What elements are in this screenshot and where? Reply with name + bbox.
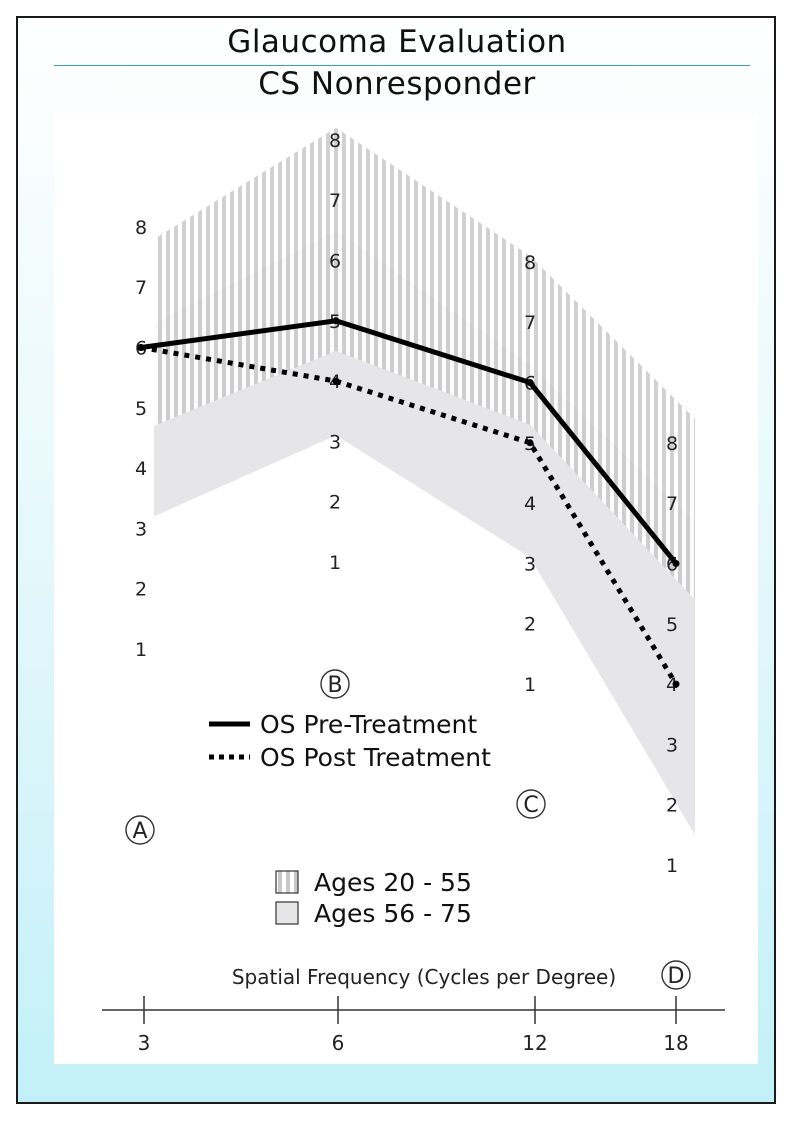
- legend-label-post-treatment: OS Post Treatment: [260, 743, 491, 772]
- badge-letter-d: D: [668, 964, 685, 989]
- legend-label-ages-20-55: Ages 20 - 55: [314, 868, 472, 897]
- y-tick-label: 5: [666, 614, 678, 636]
- y-tick-label: 3: [329, 431, 341, 453]
- y-tick-label: 3: [524, 553, 536, 575]
- data-point: [137, 344, 145, 351]
- data-point: [672, 560, 680, 567]
- y-tick-label: 5: [135, 398, 147, 420]
- chart-panel: 12345678123456781234567812345678 OS Pre-…: [54, 114, 758, 1064]
- title-divider: [54, 65, 750, 66]
- band-ages-20-55: [154, 127, 695, 600]
- x-tick-label: 18: [663, 1031, 688, 1055]
- badge-circle-a: [125, 815, 155, 845]
- data-point: [332, 377, 340, 385]
- y-tick-label: 3: [666, 734, 678, 756]
- x-tick-label: 12: [522, 1031, 547, 1055]
- y-tick-label: 8: [524, 252, 536, 274]
- y-tick-label: 7: [135, 277, 147, 299]
- y-tick-label: 7: [524, 312, 536, 334]
- x-axis-title: Spatial Frequency (Cycles per Degree): [232, 965, 616, 989]
- badge-circle-d: [661, 960, 691, 990]
- chart-subtitle: CS Nonresponder: [258, 66, 536, 102]
- badge-letter-a: A: [132, 819, 147, 844]
- y-tick-label: 2: [666, 795, 678, 817]
- y-tick-label: 7: [666, 493, 678, 515]
- band-ages-56-75: [154, 230, 695, 835]
- y-tick-label: 1: [524, 674, 536, 696]
- y-tick-label: 2: [524, 614, 536, 636]
- y-tick-label: 1: [666, 855, 678, 877]
- data-point: [332, 317, 340, 325]
- y-tick-label: 4: [135, 458, 147, 480]
- data-point: [526, 439, 534, 447]
- legend-swatch-ages-56-75: [275, 901, 299, 925]
- y-tick-label: 4: [524, 493, 536, 515]
- badge-letter-b: B: [327, 673, 342, 698]
- legend-label-pre-treatment: OS Pre-Treatment: [260, 710, 477, 739]
- badge-circle-c: [516, 789, 546, 819]
- legend-swatch-ages-20-55: [275, 870, 299, 894]
- y-tick-label: 3: [135, 518, 147, 540]
- y-tick-label: 4: [666, 674, 678, 696]
- data-point: [526, 379, 534, 386]
- data-point: [672, 680, 680, 688]
- y-tick-label: 8: [135, 217, 147, 239]
- y-tick-label: 7: [329, 190, 341, 212]
- badge-circle-b: [320, 669, 350, 699]
- y-tick-label: 2: [329, 492, 341, 514]
- series-line-post-treatment: [140, 345, 679, 686]
- y-tick-label: 6: [329, 251, 341, 273]
- y-tick-label: 2: [135, 579, 147, 601]
- badge-letter-c: C: [523, 793, 538, 818]
- y-tick-label: 8: [329, 130, 341, 152]
- chart-svg: 12345678123456781234567812345678 OS Pre-…: [102, 127, 725, 1055]
- chart-title: Glaucoma Evaluation: [227, 24, 567, 60]
- legend-label-ages-56-75: Ages 56 - 75: [314, 899, 472, 928]
- series-line-pre-treatment: [140, 318, 678, 566]
- x-tick-label: 6: [332, 1031, 345, 1055]
- y-tick-label: 1: [329, 552, 341, 574]
- y-tick-label: 8: [666, 433, 678, 455]
- x-tick-label: 3: [138, 1031, 151, 1055]
- y-tick-label: 1: [135, 639, 147, 661]
